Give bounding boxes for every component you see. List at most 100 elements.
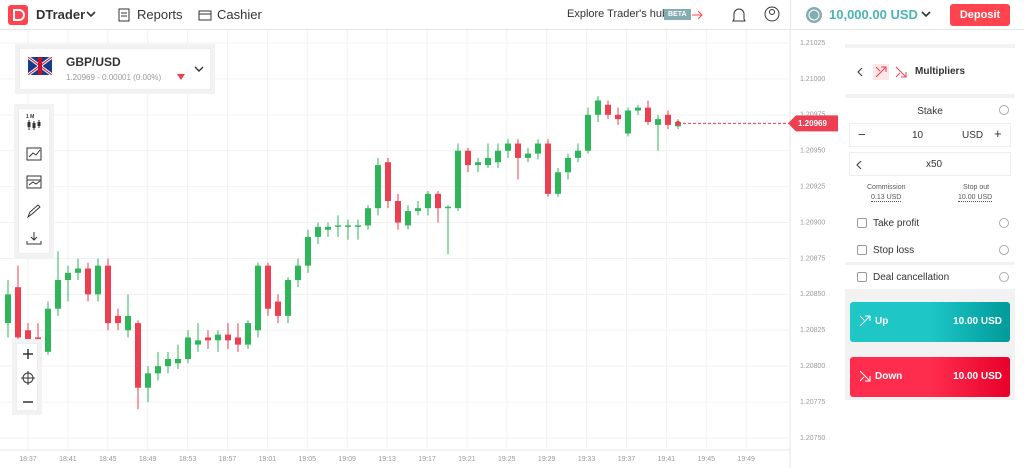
candle-body [225, 334, 231, 341]
down-indicator [177, 74, 185, 80]
zoom-out[interactable] [22, 396, 34, 408]
candle-body [345, 225, 351, 227]
deal-cancellation[interactable]: Deal cancellation [845, 265, 1015, 289]
trade-type[interactable]: Multipliers [845, 48, 1015, 94]
x-tick-label: 18:37 [19, 456, 37, 463]
x-tick-label: 19:45 [698, 456, 716, 463]
chart-layer: 1.21025 1.21000 1.20975 1.20950 1.20925 1.209… [0, 30, 838, 463]
drawing-tools[interactable] [26, 204, 42, 218]
reports-link[interactable]: Reports [137, 7, 183, 22]
stake-minus[interactable]: − [858, 127, 866, 142]
current-price-dot [675, 120, 681, 126]
x-tick-label: 18:49 [139, 456, 157, 463]
header: DTrader Reports Cashier Explore Trader's… [0, 0, 1024, 30]
x-tick-label: 18:57 [219, 456, 237, 463]
down-button[interactable]: Down 10.00 USD [850, 357, 1010, 397]
download[interactable] [26, 231, 42, 245]
candle-body [595, 100, 601, 115]
y-tick-label: 1.20775 [800, 399, 825, 406]
candle-body [455, 150, 461, 209]
candle-body [95, 265, 101, 295]
x-tick-label: 19:13 [378, 456, 396, 463]
candle-body [605, 104, 611, 115]
reports-icon [118, 8, 130, 22]
candle-body [365, 208, 371, 226]
trade-panel: Multipliers Stake − 10 USD + x50 Commiss… [845, 44, 1015, 400]
y-tick-label: 1.20875 [800, 255, 825, 262]
interval[interactable]: 1 M [26, 114, 35, 120]
candle-body [25, 330, 31, 345]
price-tag-label: 1.20969 [798, 119, 827, 128]
candle-body [65, 272, 71, 280]
symbol-name: GBP/USD [66, 55, 121, 69]
candle-body [485, 157, 491, 166]
candle-body [515, 143, 521, 158]
x-tick-label: 19:33 [578, 456, 596, 463]
candle-body [545, 143, 551, 194]
candle-body [565, 157, 571, 173]
candle-body [165, 359, 171, 367]
stopout: 10.00 USD [958, 194, 993, 202]
x-tick-label: 19:05 [299, 456, 317, 463]
candle-body [215, 334, 221, 341]
up-amount: 10.00 USD [953, 316, 1002, 327]
flag-icon [28, 57, 52, 75]
down-amount: 10.00 USD [953, 371, 1002, 382]
stopout-label: Stop out [963, 184, 990, 191]
chevron [86, 11, 96, 18]
candle-body [535, 143, 541, 154]
brand[interactable]: DTrader [36, 7, 86, 22]
candle-body [585, 114, 591, 151]
zoom-in[interactable] [22, 348, 34, 360]
zoom-controls [16, 343, 38, 411]
candle-body [245, 323, 251, 345]
candle-body [335, 225, 341, 227]
y-tick-label: 1.20950 [800, 148, 825, 155]
indicators[interactable] [26, 147, 42, 161]
x-tick-label: 19:09 [338, 456, 356, 463]
candle-body [125, 315, 131, 331]
price-chart: 1.21025 1.21000 1.20975 1.20950 1.20925 1.209… [0, 30, 838, 468]
candle-body [105, 265, 111, 324]
candle-body [625, 110, 631, 134]
notifications[interactable] [731, 6, 747, 24]
templates[interactable] [26, 175, 42, 189]
down-label: Down [875, 371, 903, 382]
candle-body [475, 162, 481, 166]
crosshair[interactable] [21, 371, 35, 385]
deal-cancellation-label: Deal cancellation [873, 272, 950, 283]
plot-area [0, 30, 790, 468]
chart-type[interactable] [26, 119, 42, 131]
balance[interactable]: 10,000.00 USD [829, 7, 918, 22]
symbol-card[interactable]: GBP/USD 1.20969 - 0.00001 (0.00%) [19, 48, 211, 90]
y-tick-label: 1.20975 [800, 112, 825, 119]
candle-body [555, 172, 561, 194]
up-button[interactable]: Up 10.00 USD [850, 302, 1010, 342]
candle-body [15, 287, 21, 338]
candle-body [395, 201, 401, 223]
candle-body [435, 193, 441, 209]
candle-body [495, 150, 501, 163]
mult-down-icon [895, 66, 907, 78]
take-profit[interactable]: Take profit [845, 211, 1015, 235]
candle-body [135, 323, 141, 388]
account[interactable] [764, 6, 780, 22]
multiplier-select[interactable]: x50 [849, 152, 1011, 176]
stop-loss[interactable]: Stop loss [845, 238, 1015, 262]
y-tick-label: 1.20900 [800, 219, 825, 226]
x-tick-label: 19:01 [259, 456, 277, 463]
candle-body [285, 280, 291, 316]
x-tick-label: 18:45 [99, 456, 117, 463]
hub-link[interactable]: Explore Trader's hub [567, 8, 669, 20]
stake-plus[interactable]: + [994, 126, 1002, 141]
candle-body [305, 236, 311, 266]
cashier-link[interactable]: Cashier [217, 7, 262, 22]
candle-body [185, 337, 191, 359]
arrow-icon [692, 10, 703, 20]
deposit-button[interactable]: Deposit [950, 4, 1010, 26]
stake-input[interactable]: 10 [912, 130, 924, 141]
candle-body [525, 153, 531, 158]
up-label: Up [875, 316, 889, 327]
stake-label: Stake [917, 106, 943, 117]
candle-body [415, 208, 421, 212]
